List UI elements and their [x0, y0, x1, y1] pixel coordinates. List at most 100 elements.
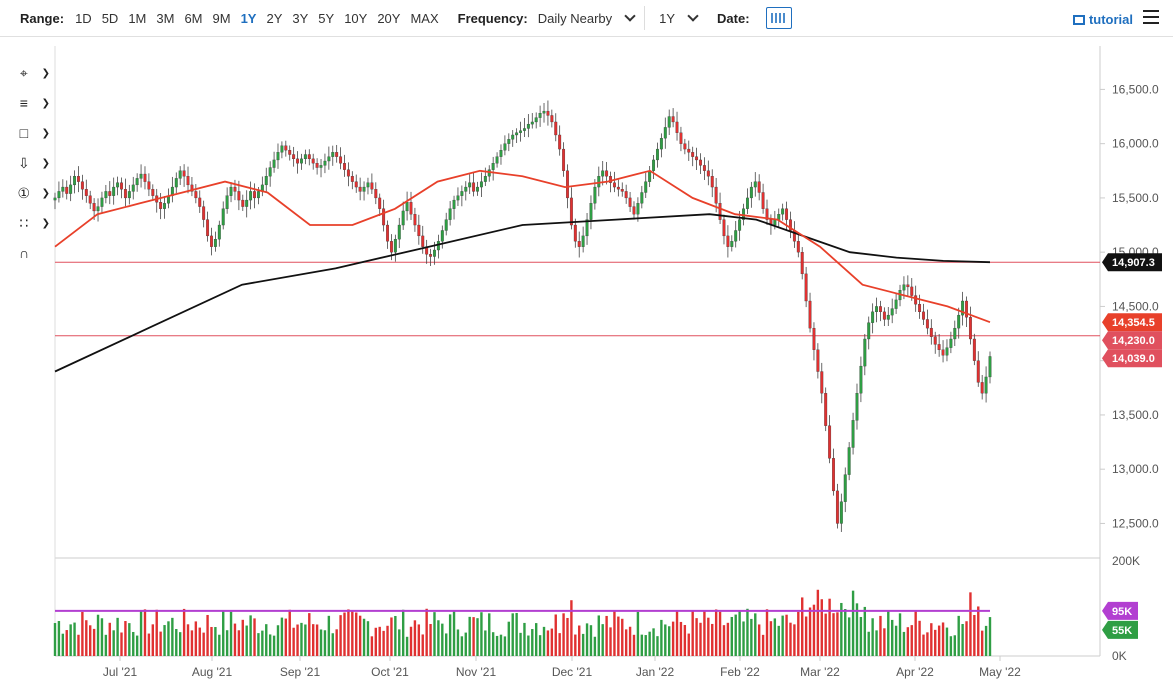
- volume-bar: [875, 630, 878, 656]
- volume-bar: [351, 610, 354, 656]
- volume-bar: [159, 631, 162, 656]
- price-chart[interactable]: 16,500.016,000.015,500.015,000.014,500.0…: [0, 36, 1173, 692]
- candle-body: [659, 138, 663, 150]
- range-option[interactable]: 10Y: [344, 10, 368, 26]
- candle-body: [503, 143, 507, 151]
- volume-bar: [245, 625, 248, 656]
- crosshair-tool[interactable]: ⌖ ❯: [14, 58, 50, 88]
- candle-body: [362, 186, 366, 192]
- candle-body: [135, 178, 139, 186]
- candle-body: [476, 186, 479, 192]
- volume-bar: [546, 630, 550, 656]
- volume-bar: [312, 624, 315, 656]
- range-option[interactable]: 5Y: [318, 10, 335, 26]
- candle-body: [397, 224, 401, 240]
- candle-body: [366, 182, 370, 188]
- volume-bar: [855, 603, 859, 656]
- pattern-tool[interactable]: ∷ ❯: [14, 208, 50, 238]
- volume-bar: [472, 617, 475, 656]
- candle-body: [538, 113, 542, 118]
- candle-body: [296, 158, 300, 164]
- volume-bar: [980, 630, 984, 656]
- menu-icon[interactable]: [1143, 10, 1159, 24]
- volume-bar: [167, 621, 170, 656]
- range-option[interactable]: MAX: [410, 10, 439, 26]
- volume-bar: [894, 625, 898, 656]
- volume-bar: [116, 617, 119, 656]
- volume-bar: [816, 589, 820, 656]
- candle-body: [742, 208, 745, 220]
- volume-bar: [417, 624, 421, 656]
- chevron-right-icon: ❯: [41, 157, 50, 169]
- volume-bar: [988, 617, 992, 656]
- volume-bar: [793, 624, 796, 656]
- volume-bar: [413, 620, 417, 656]
- candle-body: [910, 286, 914, 296]
- candle-body: [491, 163, 495, 170]
- fibonacci-tool[interactable]: ≡ ❯: [14, 88, 50, 118]
- volume-bar: [570, 600, 573, 656]
- volume-bar: [542, 626, 546, 656]
- candle-body: [151, 189, 155, 196]
- volume-bar: [163, 625, 166, 656]
- candle-body: [88, 195, 92, 204]
- period-select[interactable]: 1Y: [659, 10, 699, 26]
- candle-body: [738, 219, 742, 231]
- volume-bar: [511, 613, 514, 656]
- candle-body: [734, 230, 738, 242]
- magnet-tool[interactable]: ∩: [14, 238, 50, 268]
- candle-body: [84, 189, 88, 196]
- candle-body: [116, 182, 120, 188]
- candle-body: [429, 254, 433, 257]
- range-option[interactable]: 1Y: [240, 10, 257, 26]
- candle-body: [448, 208, 452, 220]
- candle-body: [444, 219, 448, 231]
- counter-tool[interactable]: ① ❯: [14, 178, 50, 208]
- volume-bar: [558, 633, 561, 656]
- rectangle-tool[interactable]: □ ❯: [14, 118, 50, 148]
- range-option[interactable]: 9M: [212, 10, 231, 26]
- candle-body: [343, 163, 346, 170]
- range-option[interactable]: 3M: [156, 10, 175, 26]
- candle-body: [405, 202, 409, 212]
- volume-bar: [726, 622, 730, 656]
- chevron-down-icon: [624, 10, 636, 22]
- tutorial-label: tutorial: [1088, 12, 1133, 27]
- volume-bar: [503, 636, 507, 656]
- volume-bar: [918, 620, 921, 656]
- volume-bar: [386, 625, 389, 656]
- candle-body: [276, 152, 280, 161]
- arrow-tool[interactable]: ⇩ ❯: [14, 148, 50, 178]
- volume-bar: [378, 626, 381, 656]
- volume-bar: [433, 612, 436, 656]
- candle-body: [550, 115, 554, 123]
- candle-body: [147, 181, 151, 190]
- range-option[interactable]: 1M: [128, 10, 147, 26]
- volume-bar: [585, 623, 589, 656]
- volume-bar: [574, 634, 577, 656]
- volume-bar: [339, 615, 342, 656]
- range-option[interactable]: 20Y: [377, 10, 401, 26]
- volume-bar: [777, 625, 780, 656]
- range-label: Range:: [20, 10, 65, 26]
- candle-body: [57, 191, 61, 199]
- volume-bar: [268, 634, 272, 656]
- volume-bar: [714, 609, 718, 656]
- calendar-icon[interactable]: [765, 7, 792, 29]
- range-option[interactable]: 2Y: [266, 10, 283, 26]
- tutorial-link[interactable]: tutorial: [1072, 12, 1133, 27]
- range-option[interactable]: 5D: [101, 10, 119, 26]
- volume-bar: [730, 616, 733, 656]
- range-option[interactable]: 6M: [184, 10, 203, 26]
- candle-body: [100, 197, 104, 207]
- candle-body: [284, 145, 288, 151]
- volume-bar: [621, 618, 624, 656]
- candle-body: [972, 338, 976, 361]
- range-option[interactable]: 1D: [75, 10, 92, 26]
- price-badge: [1102, 253, 1162, 272]
- frequency-select[interactable]: Daily Nearby: [538, 10, 636, 26]
- range-option[interactable]: 3Y: [292, 10, 309, 26]
- volume-bar: [229, 611, 233, 656]
- volume-bar: [194, 621, 198, 656]
- long-moving-average-line: [54, 213, 991, 373]
